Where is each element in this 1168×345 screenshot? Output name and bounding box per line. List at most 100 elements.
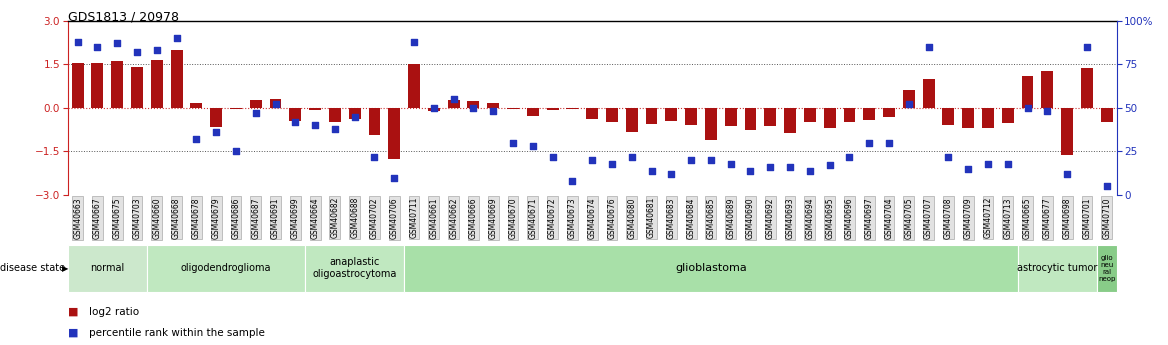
Point <box>860 140 878 146</box>
Point <box>603 161 621 166</box>
Bar <box>923 79 934 108</box>
Bar <box>404 245 1017 292</box>
Bar <box>626 108 638 132</box>
Point <box>780 164 799 170</box>
Bar <box>91 63 103 108</box>
Point <box>662 171 681 177</box>
Point <box>840 154 858 159</box>
Bar <box>68 245 147 292</box>
Bar <box>131 67 142 108</box>
Text: glioblastoma: glioblastoma <box>675 263 746 273</box>
Bar <box>725 108 737 126</box>
Bar <box>467 101 479 108</box>
Point <box>682 157 701 163</box>
Point <box>107 41 126 46</box>
Point <box>385 175 404 180</box>
Bar <box>71 63 84 108</box>
Bar <box>310 108 321 110</box>
Text: ■: ■ <box>68 328 78 338</box>
Bar <box>369 108 381 135</box>
Point <box>1038 109 1057 114</box>
Point <box>266 101 285 107</box>
Point <box>167 36 186 41</box>
Bar <box>507 108 519 109</box>
Bar <box>1017 245 1097 292</box>
Bar <box>686 108 697 125</box>
Bar <box>171 50 182 108</box>
Bar <box>487 102 499 108</box>
Point <box>246 110 265 116</box>
Point <box>346 114 364 119</box>
Point <box>1078 44 1097 50</box>
Point <box>959 166 978 171</box>
Point <box>543 154 562 159</box>
Text: anaplastic
oligoastrocytoma: anaplastic oligoastrocytoma <box>313 257 397 279</box>
Bar <box>903 90 915 108</box>
Point <box>899 101 918 107</box>
Point <box>286 119 305 125</box>
Point <box>227 149 245 154</box>
Text: ▶: ▶ <box>62 264 69 273</box>
Text: normal: normal <box>90 263 125 273</box>
Text: ■: ■ <box>68 307 78 317</box>
Bar <box>230 108 242 109</box>
Bar <box>804 108 815 122</box>
Bar <box>883 108 895 117</box>
Bar <box>1082 68 1093 108</box>
Point <box>147 48 166 53</box>
Text: glio
neu
ral
neop: glio neu ral neop <box>1098 255 1115 282</box>
Point <box>523 144 542 149</box>
Bar <box>408 64 420 108</box>
Point <box>1058 171 1077 177</box>
Point <box>999 161 1017 166</box>
Bar <box>843 108 855 122</box>
Point <box>127 49 146 55</box>
Text: oligodendroglioma: oligodendroglioma <box>181 263 271 273</box>
Bar <box>190 102 202 108</box>
Point <box>1018 105 1037 111</box>
Bar <box>305 245 404 292</box>
Point <box>742 168 760 173</box>
Bar <box>329 108 341 122</box>
Bar <box>823 108 835 128</box>
Bar <box>586 108 598 119</box>
Bar <box>527 108 538 116</box>
Point <box>207 129 225 135</box>
Bar <box>962 108 974 128</box>
Bar <box>290 108 301 121</box>
Point <box>1098 184 1117 189</box>
Bar <box>982 108 994 128</box>
Bar <box>388 108 401 159</box>
Bar <box>1100 108 1113 122</box>
Point <box>424 105 443 111</box>
Bar <box>566 108 578 109</box>
Point <box>68 39 86 45</box>
Bar <box>1097 245 1117 292</box>
Bar <box>447 100 459 108</box>
Bar <box>606 108 618 122</box>
Text: GDS1813 / 20978: GDS1813 / 20978 <box>68 10 179 23</box>
Point <box>484 109 502 114</box>
Point <box>405 39 424 45</box>
Text: percentile rank within the sample: percentile rank within the sample <box>89 328 265 338</box>
Text: log2 ratio: log2 ratio <box>89 307 139 317</box>
Bar <box>151 60 162 108</box>
Point <box>464 105 482 111</box>
Point <box>88 44 106 50</box>
Point <box>800 168 819 173</box>
Point <box>760 164 779 170</box>
Bar <box>646 108 658 124</box>
Bar <box>1022 76 1034 108</box>
Bar <box>427 108 440 111</box>
Bar <box>705 108 717 140</box>
Bar <box>147 245 305 292</box>
Text: disease state: disease state <box>0 264 65 273</box>
Bar <box>1002 108 1014 123</box>
Point <box>919 44 938 50</box>
Bar <box>863 108 875 120</box>
Text: astrocytic tumor: astrocytic tumor <box>1017 263 1098 273</box>
Bar <box>250 100 262 108</box>
Point <box>326 126 345 131</box>
Bar <box>744 108 757 130</box>
Bar <box>1042 71 1054 108</box>
